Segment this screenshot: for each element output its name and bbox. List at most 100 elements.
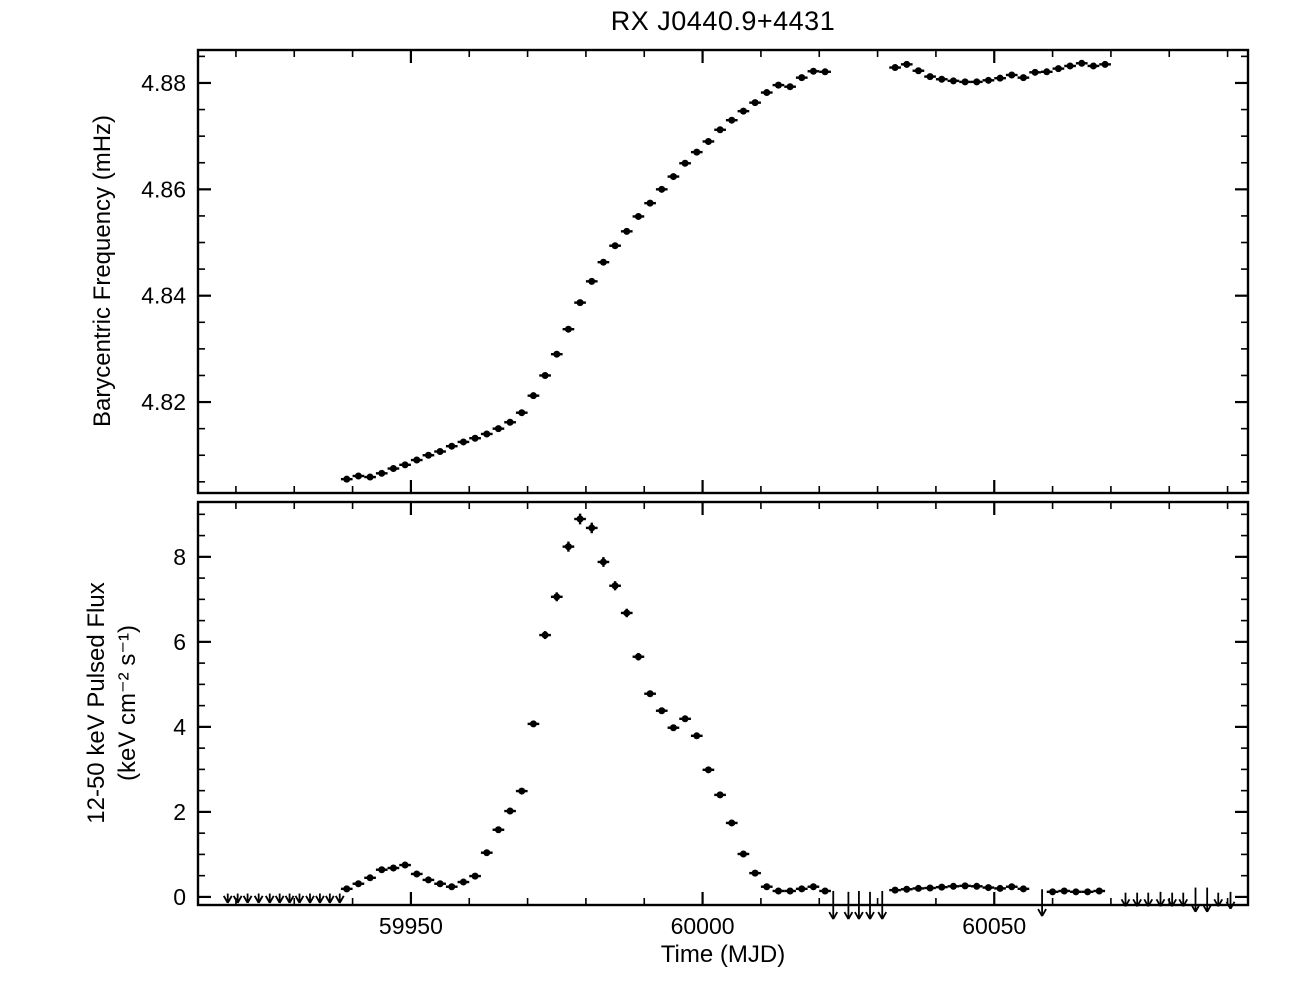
- data-point: [1095, 887, 1103, 895]
- data-point: [378, 469, 386, 477]
- data-point: [774, 81, 782, 89]
- data-point: [529, 720, 537, 728]
- data-point: [1008, 71, 1016, 79]
- data-point: [553, 350, 561, 358]
- y-tick-label: 8: [173, 544, 186, 570]
- barycentric-frequency-y-ticks: [198, 55, 1248, 483]
- data-point: [1072, 888, 1080, 896]
- data-point: [471, 434, 479, 442]
- barycentric-frequency-frame: [196, 48, 1250, 495]
- arrowhead: [881, 911, 888, 920]
- data-point: [448, 442, 456, 450]
- y-tick-label: 4: [173, 714, 186, 740]
- data-point: [809, 883, 817, 891]
- pulsed-flux-x-ticks: [235, 502, 1229, 905]
- data-point: [693, 148, 701, 156]
- data-point: [1060, 887, 1068, 895]
- data-point: [506, 807, 514, 815]
- arrowhead: [236, 895, 243, 904]
- data-point: [634, 653, 642, 661]
- data-point: [716, 126, 724, 134]
- data-point: [751, 99, 759, 107]
- arrowhead: [1217, 898, 1224, 907]
- x-tick-label: 60050: [962, 913, 1026, 939]
- data-point: [658, 707, 666, 715]
- barycentric-frequency-panel-border: [196, 48, 1250, 495]
- data-point: [984, 76, 992, 84]
- data-point: [506, 418, 514, 426]
- data-point: [634, 212, 642, 220]
- arrowhead: [309, 895, 315, 904]
- arrowhead: [1155, 898, 1162, 907]
- data-point: [599, 258, 607, 266]
- data-point: [1084, 888, 1092, 896]
- x-tick-label: 59950: [379, 913, 443, 939]
- arrowhead: [1037, 908, 1043, 917]
- data-point: [798, 885, 806, 893]
- data-point: [401, 461, 409, 469]
- data-point: [646, 199, 654, 207]
- arrowhead: [298, 895, 305, 904]
- data-point: [798, 74, 806, 82]
- data-point: [343, 475, 351, 483]
- arrowhead: [877, 911, 884, 920]
- y-tick-label: 4.88: [141, 70, 186, 96]
- data-point: [809, 67, 817, 75]
- y-tick-label: 4.82: [141, 389, 186, 415]
- data-point: [669, 173, 677, 181]
- data-point: [599, 558, 607, 566]
- arrowhead: [1143, 898, 1150, 907]
- flux-axis-label-line2: (keV cm⁻² s⁻¹): [114, 625, 141, 781]
- data-point: [739, 107, 747, 115]
- arrowhead: [242, 895, 249, 904]
- data-point: [378, 866, 386, 874]
- data-point: [424, 451, 432, 459]
- data-point: [728, 819, 736, 827]
- data-point: [389, 864, 397, 872]
- data-point: [623, 227, 631, 235]
- data-point: [494, 826, 502, 834]
- time-axis-label: Time (MJD): [660, 941, 786, 968]
- data-point: [541, 631, 549, 639]
- data-point: [424, 876, 432, 884]
- arrowhead: [1167, 898, 1173, 907]
- data-point: [541, 371, 549, 379]
- data-point: [1089, 62, 1097, 70]
- arrowhead: [1213, 898, 1220, 907]
- data-point: [914, 884, 922, 892]
- data-point: [564, 325, 572, 333]
- arrowhead: [338, 895, 345, 904]
- pulsed-flux-panel-border: [196, 500, 1250, 907]
- arrowhead: [284, 895, 291, 904]
- data-point: [448, 883, 456, 891]
- arrowhead: [1171, 898, 1177, 907]
- data-point: [1066, 62, 1074, 70]
- pulsed-flux-upper-limits: [222, 887, 1236, 920]
- data-point: [693, 732, 701, 740]
- arrowhead: [865, 911, 871, 920]
- arrowhead: [1041, 908, 1047, 917]
- data-point: [973, 882, 981, 890]
- data-point: [1019, 74, 1027, 82]
- data-point: [1031, 68, 1039, 76]
- arrowhead: [1124, 898, 1131, 907]
- arrowhead: [305, 895, 311, 904]
- arrowhead: [278, 895, 285, 904]
- arrowhead: [264, 895, 271, 904]
- arrowhead: [226, 895, 233, 904]
- data-point: [891, 64, 899, 72]
- data-point: [1008, 883, 1016, 891]
- arrowhead: [274, 895, 281, 904]
- arrowhead: [253, 895, 260, 904]
- flux-axis-label-line1: 12-50 keV Pulsed Flux: [83, 582, 110, 824]
- y-tick-label: 6: [173, 629, 186, 655]
- data-point: [1019, 885, 1027, 893]
- data-point: [576, 515, 584, 523]
- y-tick-label: 4.86: [141, 176, 186, 202]
- arrowhead: [246, 895, 253, 904]
- arrowhead: [1202, 904, 1208, 913]
- data-point: [786, 83, 794, 91]
- pulsed-flux-series: [340, 513, 1106, 896]
